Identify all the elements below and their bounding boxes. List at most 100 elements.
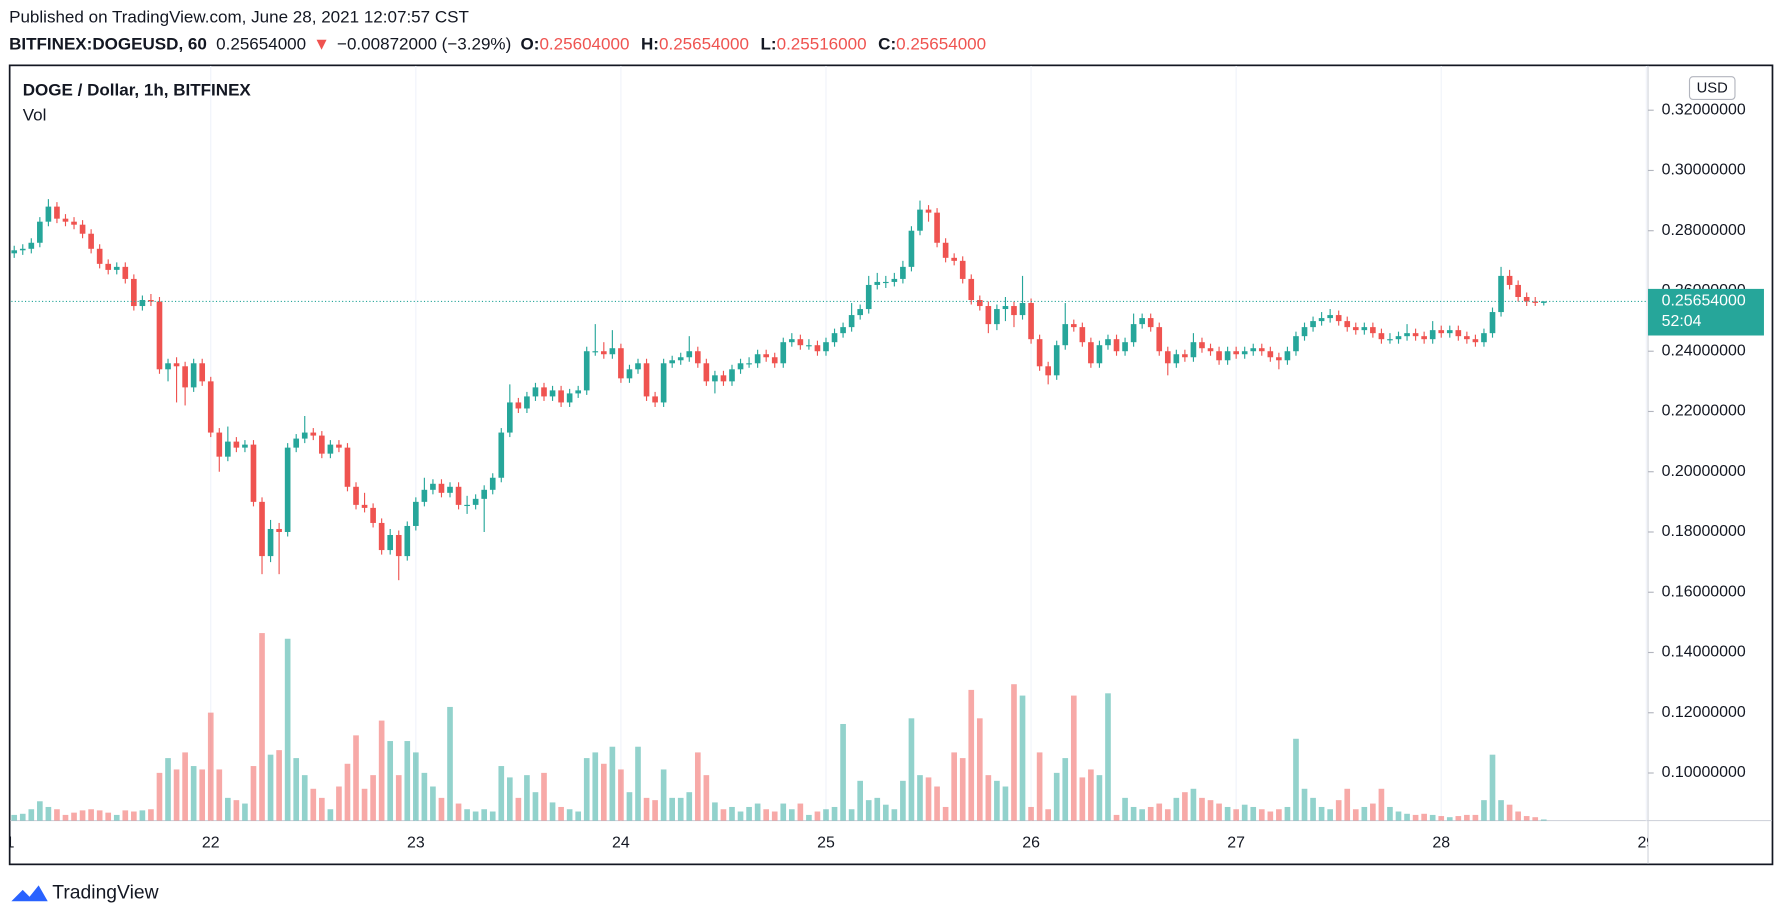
candle-body (1207, 348, 1214, 352)
candle-body (823, 342, 829, 352)
candle-body (1241, 351, 1248, 355)
y-tick-label: 0.12000000 (1662, 704, 1746, 721)
candle-body (1515, 284, 1521, 297)
candle-body (28, 242, 35, 249)
candle-body (1361, 327, 1368, 331)
volume-bar (45, 806, 52, 821)
volume-bar (1122, 797, 1128, 821)
volume-bar (1301, 788, 1308, 821)
volume-bar (1327, 809, 1333, 821)
candle-body (19, 248, 26, 251)
volume-bar (626, 792, 633, 821)
volume-bar (1387, 806, 1393, 821)
volume-bar (652, 800, 658, 821)
y-tick-label: 0.20000000 (1662, 463, 1746, 480)
volume-bar (1344, 788, 1351, 821)
volume-bar (925, 777, 932, 821)
candle-body (267, 528, 274, 557)
candle-body (635, 363, 641, 370)
volume-bar (635, 746, 641, 821)
candle-body (900, 266, 906, 279)
candle-body (1455, 330, 1462, 337)
y-tick-label: 0.32000000 (1662, 101, 1746, 118)
volume-bar (301, 775, 308, 821)
volume-bar (336, 786, 342, 821)
candle-body (1532, 301, 1539, 303)
candle-body (908, 230, 915, 267)
volume-bar (865, 800, 872, 821)
chart-frame (8, 64, 1774, 866)
volume-bar (917, 775, 923, 821)
volume-bar (472, 811, 479, 821)
volume-bar (1267, 811, 1274, 821)
candle-body (1096, 345, 1103, 364)
candle-body (139, 300, 146, 307)
candle-body (173, 363, 180, 367)
volume-bar (729, 806, 735, 821)
candle-body (1301, 327, 1308, 337)
candle-body (566, 393, 573, 403)
candle-body (225, 441, 231, 457)
candle-body (1335, 315, 1342, 322)
volume-label: Vol (23, 105, 47, 124)
volume-bar (848, 809, 855, 821)
volume-bar (430, 786, 436, 821)
volume-bar (242, 803, 248, 821)
x-tick-label: 21 (0, 835, 15, 852)
currency-button[interactable] (1688, 76, 1736, 101)
candle-body (712, 375, 718, 382)
volume-bar (541, 772, 547, 821)
volume-bar (131, 811, 137, 821)
volume-bar (601, 763, 607, 821)
candle-body (976, 300, 983, 307)
candle-body (387, 535, 394, 551)
candle-body (558, 390, 564, 403)
ohlc-key: O: (521, 34, 540, 53)
candle-body (404, 525, 411, 557)
volume-bar (737, 811, 744, 821)
volume-bar (387, 741, 394, 821)
volume-bar (618, 769, 624, 821)
volume-bar (1455, 816, 1462, 821)
volume-bar (677, 797, 684, 821)
volume-bar (592, 752, 599, 821)
candle-body (489, 477, 496, 490)
volume-bar (19, 813, 26, 821)
candle-body (780, 342, 787, 364)
candle-body (1404, 333, 1410, 337)
volume-bar (1378, 788, 1385, 821)
candle-body (968, 278, 975, 301)
volume-bar (259, 633, 265, 821)
candle-body (1327, 315, 1333, 319)
candle-body (1472, 339, 1479, 343)
volume-bar (1540, 819, 1547, 821)
candle-body (1216, 351, 1222, 361)
volume-bar (985, 775, 992, 821)
volume-bar (583, 758, 590, 821)
volume-bar (1241, 804, 1248, 821)
candle-body (618, 348, 624, 379)
candle-body (284, 447, 291, 532)
down-arrow: ▼ (313, 34, 330, 53)
volume-bar (37, 801, 43, 821)
volume-bar (1335, 800, 1342, 821)
candle-body (327, 444, 334, 454)
tradingview-logo: TradingView (11, 882, 159, 903)
volume-bar (558, 806, 564, 821)
volume-bar (455, 803, 462, 821)
candle-body (1079, 327, 1086, 343)
candle-body (737, 363, 744, 370)
candle-body (1250, 348, 1257, 352)
candle-body (472, 498, 479, 505)
candle-body (1173, 354, 1180, 364)
volume-bar (233, 800, 240, 821)
volume-bar (694, 752, 701, 821)
candle-body (626, 369, 633, 379)
candle-body (694, 351, 701, 364)
candle-body (1378, 333, 1385, 340)
x-tick-label: 22 (202, 835, 220, 852)
candle-body (1387, 339, 1393, 341)
volume-bar (165, 758, 171, 821)
volume-bar (908, 718, 915, 821)
candle-body (131, 278, 137, 307)
